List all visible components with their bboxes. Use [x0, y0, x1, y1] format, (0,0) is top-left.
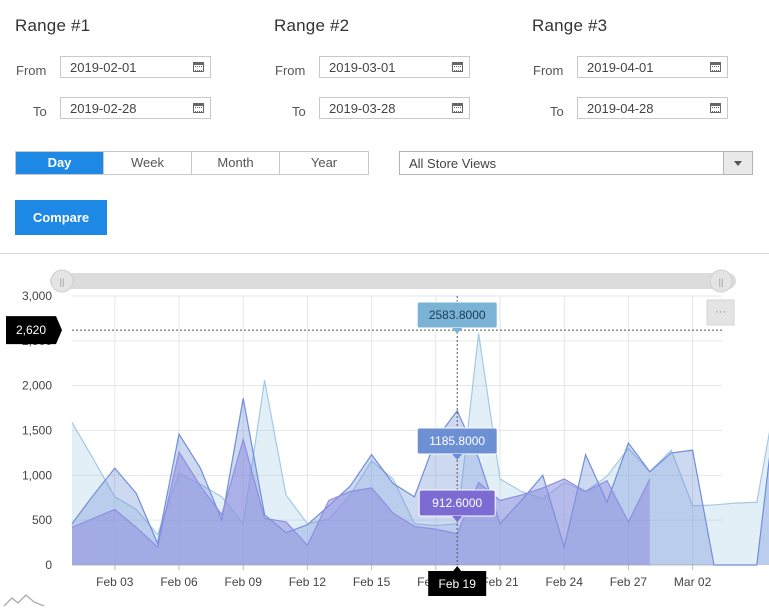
range-2-title: Range #2 [274, 16, 350, 35]
period-week-button[interactable]: Week [104, 152, 192, 174]
range-2-from-value: 2019-03-01 [329, 60, 396, 75]
store-view-value: All Store Views [409, 156, 497, 171]
x-tick-label: Feb 21 [481, 575, 519, 589]
scrollbar-track[interactable] [50, 273, 736, 289]
y-tick-label: 1,000 [22, 468, 52, 482]
calendar-icon[interactable] [710, 103, 721, 113]
range-2-to-value: 2019-03-28 [329, 101, 396, 116]
grip-right-icon: || [719, 277, 724, 287]
compare-button[interactable]: Compare [15, 200, 107, 235]
range-2-to-input[interactable]: 2019-03-28 [319, 97, 470, 119]
x-tick-label: Feb 27 [610, 575, 648, 589]
range-1-to-value: 2019-02-28 [70, 101, 137, 116]
tooltip-pointer [452, 516, 463, 522]
range-3-from-value: 2019-04-01 [587, 60, 654, 75]
range-2-from-row: From 2019-03-01 [274, 56, 504, 80]
from-label: From [533, 63, 564, 78]
series-line [71, 398, 769, 566]
x-tick-label: Feb 06 [160, 575, 198, 589]
range-1-from-value: 2019-02-01 [70, 60, 137, 75]
x-tick-label: Mar 02 [674, 575, 712, 589]
x-tick-label: Feb 24 [546, 575, 584, 589]
tooltip-pointer [452, 454, 463, 460]
series-area [72, 439, 650, 565]
x-tick-label: Feb 12 [289, 575, 327, 589]
divider [0, 253, 769, 254]
period-month-button[interactable]: Month [192, 152, 280, 174]
to-label: To [550, 104, 564, 119]
cursor-y-badge [6, 316, 62, 345]
range-1-to-row: To 2019-02-28 [15, 97, 245, 121]
to-label: To [292, 104, 306, 119]
tooltip-value: 912.6000 [432, 496, 482, 510]
range-2-to-row: To 2019-03-28 [274, 97, 504, 121]
scrollbar-grip-right[interactable] [709, 269, 733, 293]
store-view-select[interactable]: All Store Views [399, 151, 753, 175]
scrollbar-grip-left[interactable] [50, 269, 74, 293]
calendar-icon[interactable] [452, 62, 463, 72]
calendar-icon[interactable] [710, 62, 721, 72]
grip-left-icon: || [60, 277, 65, 287]
y-tick-label: 0 [45, 558, 52, 572]
chart-series [71, 333, 769, 566]
tooltip-value: 1185.8000 [429, 434, 485, 448]
x-tick-label: Feb 15 [353, 575, 391, 589]
range-1-from-input[interactable]: 2019-02-01 [60, 56, 211, 78]
range-1-title: Range #1 [15, 16, 91, 35]
range-1-to-input[interactable]: 2019-02-28 [60, 97, 211, 119]
period-day-button[interactable]: Day [16, 152, 104, 174]
range-3-to-input[interactable]: 2019-04-28 [577, 97, 728, 119]
range-3-from-row: From 2019-04-01 [532, 56, 762, 80]
tooltip-pointer [452, 328, 463, 334]
cursor-x-badge [428, 566, 487, 596]
from-label: From [16, 63, 47, 78]
period-year-button[interactable]: Year [280, 152, 368, 174]
chart-logo [3, 594, 45, 607]
cursor-y-label: 2,620 [16, 323, 46, 337]
range-3-from-input[interactable]: 2019-04-01 [577, 56, 728, 78]
y-tick-label: 1,500 [22, 424, 52, 438]
range-3-to-row: To 2019-04-28 [532, 97, 762, 121]
series-line [71, 437, 651, 549]
y-tick-label: 2,000 [22, 379, 52, 393]
chart-menu-button[interactable] [706, 299, 735, 326]
chevron-down-icon[interactable] [723, 152, 752, 174]
more-icon: ··· [715, 306, 726, 318]
tooltip-value: 2583.8000 [429, 308, 486, 322]
calendar-icon[interactable] [193, 103, 204, 113]
calendar-icon[interactable] [193, 62, 204, 72]
calendar-icon[interactable] [452, 103, 463, 113]
range-1-from-row: From 2019-02-01 [15, 56, 245, 80]
range-3-to-value: 2019-04-28 [587, 101, 654, 116]
x-tick-label: Feb 09 [225, 575, 263, 589]
x-tick-label: Feb 03 [96, 575, 134, 589]
to-label: To [33, 104, 47, 119]
period-switcher: Day Week Month Year [15, 151, 369, 175]
y-tick-label: 500 [32, 513, 52, 527]
chart-logo-icon [3, 594, 45, 607]
range-3-title: Range #3 [532, 16, 608, 35]
y-tick-label: 3,000 [22, 289, 52, 303]
range-2-from-input[interactable]: 2019-03-01 [319, 56, 470, 78]
from-label: From [275, 63, 306, 78]
chart-cursor: 2,620 Feb 19 2583.8000 1185.8000 912.6000 [6, 296, 722, 596]
cursor-x-label: Feb 19 [439, 577, 477, 591]
